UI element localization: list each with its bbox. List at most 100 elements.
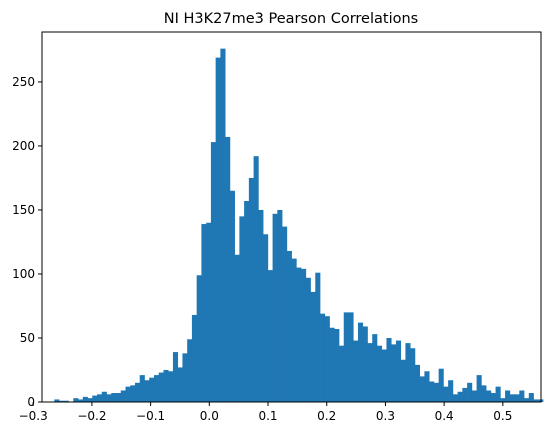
x-tick-label: 0.1 xyxy=(258,409,277,423)
histogram-bar xyxy=(376,345,383,402)
histogram-bar xyxy=(106,394,112,402)
histogram-bar xyxy=(220,48,226,402)
histogram-bar xyxy=(372,334,378,402)
histogram-bar xyxy=(348,312,354,402)
y-tick-label: 50 xyxy=(20,331,35,345)
histogram-bar xyxy=(471,390,477,402)
y-tick-label: 100 xyxy=(12,267,35,281)
histogram-bar xyxy=(481,385,487,402)
histogram-bar xyxy=(153,375,160,402)
histogram-bar xyxy=(87,398,93,402)
histogram-bar xyxy=(177,367,183,402)
histogram-bar xyxy=(134,382,141,402)
histogram-bar xyxy=(324,316,330,402)
histogram-bar xyxy=(448,380,454,402)
histogram-bar xyxy=(277,209,283,402)
histogram-bar xyxy=(244,201,250,402)
x-tick-label: −0.2 xyxy=(77,409,106,423)
y-tick-label: 0 xyxy=(27,395,35,409)
x-tick-label: 0.5 xyxy=(493,409,512,423)
histogram-bar xyxy=(400,359,406,402)
histogram-bar xyxy=(286,250,292,402)
histogram-bar xyxy=(78,399,84,402)
histogram-bar xyxy=(158,372,164,402)
histogram-bar xyxy=(457,391,463,402)
histogram-bar xyxy=(495,386,501,402)
histogram-bar xyxy=(172,352,179,402)
y-axis-ticks: 0 50 100 150 200 250 xyxy=(12,75,42,409)
histogram-bar xyxy=(462,387,468,402)
histogram-bar xyxy=(310,291,316,402)
histogram-bar xyxy=(263,234,269,402)
histogram-bar xyxy=(210,142,216,402)
histogram-bar xyxy=(315,272,321,402)
histogram-bar xyxy=(272,213,278,402)
histogram-bar xyxy=(149,377,155,402)
histogram-bar xyxy=(215,57,221,403)
histogram-bar xyxy=(253,156,259,402)
histogram-bar xyxy=(334,329,340,402)
histogram-bar xyxy=(101,391,107,402)
y-tick-label: 150 xyxy=(12,203,35,217)
histogram-bar xyxy=(116,393,122,402)
x-tick-label: −0.3 xyxy=(19,409,48,423)
histogram-bar xyxy=(196,275,202,402)
histogram-bar xyxy=(443,386,449,402)
histogram-bar xyxy=(73,398,79,402)
histogram-bar xyxy=(320,313,326,402)
x-tick-label: 0.3 xyxy=(376,409,395,423)
histogram-bar xyxy=(339,345,345,402)
histogram-bar xyxy=(410,348,416,402)
histogram-bar xyxy=(130,385,136,402)
y-tick-label: 200 xyxy=(12,139,35,153)
histogram-bar xyxy=(452,394,458,402)
histogram-bar xyxy=(63,400,69,402)
histogram-bar xyxy=(282,226,288,402)
histogram-bar xyxy=(206,222,212,402)
histogram-bar xyxy=(438,368,444,402)
histogram-bar xyxy=(163,369,169,402)
histogram-bar xyxy=(305,277,311,402)
histogram-bars xyxy=(54,48,544,403)
histogram-bar xyxy=(524,398,530,402)
histogram-bar xyxy=(168,371,174,402)
histogram-bar xyxy=(301,268,307,402)
histogram-bar xyxy=(533,399,539,402)
histogram-bar xyxy=(367,343,373,402)
histogram-bar xyxy=(92,395,98,402)
histogram-bar xyxy=(239,216,245,402)
histogram-bar xyxy=(353,340,359,402)
histogram-bar xyxy=(528,393,534,402)
histogram-bar xyxy=(291,258,297,402)
histogram-bar xyxy=(357,322,364,402)
histogram-bar xyxy=(433,382,439,402)
histogram-bar xyxy=(514,394,520,402)
histogram-bar xyxy=(229,190,235,402)
x-tick-label: 0.2 xyxy=(317,409,336,423)
histogram-bar xyxy=(59,400,65,402)
histogram-bar xyxy=(144,380,150,402)
histogram-bar xyxy=(429,381,435,402)
histogram-bar xyxy=(296,267,302,402)
histogram-bar xyxy=(362,326,368,402)
histogram-bar xyxy=(234,254,240,402)
histogram-bar xyxy=(386,337,392,402)
histogram-bar xyxy=(490,393,496,402)
histogram-bar xyxy=(381,349,387,402)
histogram-bar xyxy=(97,394,103,402)
histogram-bar xyxy=(500,398,506,402)
histogram-bar xyxy=(125,386,131,402)
histogram-bar xyxy=(414,364,421,402)
x-tick-label: 0.0 xyxy=(200,409,219,423)
histogram-bar xyxy=(54,399,60,402)
histogram-bar xyxy=(182,353,188,402)
histogram-bar xyxy=(258,209,264,402)
plot-frame xyxy=(41,31,542,403)
histogram-bar xyxy=(191,314,198,402)
histogram-bar xyxy=(187,339,193,402)
histogram-bar xyxy=(505,390,511,402)
histogram-bar xyxy=(111,393,117,402)
histogram-bar xyxy=(267,270,273,402)
histogram-bar xyxy=(201,224,207,402)
histogram-bar xyxy=(82,396,88,402)
